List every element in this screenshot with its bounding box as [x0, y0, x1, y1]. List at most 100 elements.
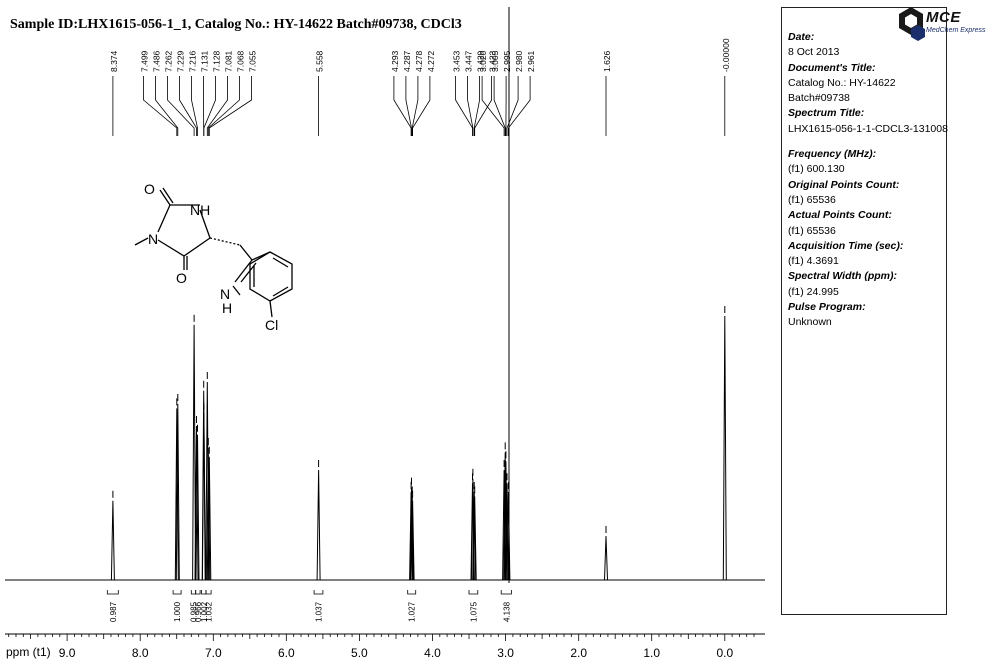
x-tick-label: 8.0 [132, 646, 149, 660]
peak-label-connector [474, 76, 492, 136]
integral-label: 1.027 [408, 601, 417, 622]
x-axis-label: ppm (t1) [6, 645, 51, 659]
pulse-program-value: Unknown [788, 316, 832, 329]
peak-label: 3.429 [476, 50, 486, 72]
peak-label: 2.995 [502, 50, 512, 72]
spectrum-title-value: LHX1615-056-1-1-CDCL3-131008 [788, 122, 948, 135]
peak-label-connector [473, 76, 480, 136]
atom-label-indole-n: N [220, 286, 230, 302]
x-tick-label: 6.0 [278, 646, 295, 660]
atom-label-o: O [144, 181, 155, 197]
bond [199, 209, 211, 239]
bond [239, 244, 253, 261]
peak-label: -0.00000 [721, 38, 731, 72]
bond [157, 239, 185, 257]
peak-label: 7.068 [236, 50, 246, 72]
peak [472, 496, 477, 581]
peak-label: 4.287 [402, 50, 412, 72]
peak-label: 3.020 [478, 50, 488, 72]
molecule-structure [134, 187, 293, 318]
integral-bracket [201, 590, 207, 595]
peak-label: 5.558 [315, 50, 325, 72]
integral-bracket [172, 590, 182, 595]
acquisition-time-value: (f1) 4.3691 [788, 255, 839, 268]
peak-label-layer: 8.374 7.499 7.486 7.262 7.229 7.216 7.131 7.128… [109, 38, 731, 136]
spectral-width-label: Spectral Width (ppm): [788, 270, 897, 283]
integral-bracket [468, 590, 479, 595]
peak [722, 315, 727, 581]
integral-bracket [205, 590, 212, 595]
bond [134, 237, 149, 246]
acquisition-time-label: Acquisition Time (sec): [788, 239, 904, 252]
doc-title-value: Batch#09738 [788, 92, 850, 105]
bond [272, 257, 289, 268]
date-value: 8 Oct 2013 [788, 46, 840, 59]
actual-points-value: (f1) 65536 [788, 224, 836, 237]
peak-label-connector [155, 76, 179, 136]
integral-label: 1.000 [173, 601, 182, 622]
spectrum-svg: 8.374 7.499 7.486 7.262 7.229 7.216 7.131 7.128… [5, 7, 765, 660]
peak [409, 487, 414, 581]
peak [194, 425, 199, 581]
integral-bracket [407, 590, 417, 595]
peak-label: 7.131 [200, 50, 210, 72]
peak [207, 456, 212, 581]
bond [234, 259, 253, 283]
peak-label: 7.216 [188, 50, 198, 72]
mce-hexagon-icon [899, 7, 925, 41]
pulse-program-label: Pulse Program: [788, 301, 866, 314]
peak-label: 7.499 [140, 50, 150, 72]
peak-label-connector [191, 76, 198, 136]
x-tick-label: 5.0 [351, 646, 368, 660]
peak-label: 1.626 [602, 50, 612, 72]
x-axis-ticks: 9.0 8.0 7.0 6.0 5.0 4.0 3.0 2.0 1.0 0.0 [8, 634, 755, 660]
frequency-value: (f1) 600.130 [788, 163, 845, 176]
peak-label-connector [208, 76, 252, 136]
peak-label-connector [206, 76, 228, 136]
doc-title-label: Document's Title: [788, 61, 876, 74]
peak-label-connector [467, 76, 474, 136]
peak [316, 469, 321, 581]
peak-label: 7.229 [176, 50, 186, 72]
mce-tagline: MedChem Express [926, 27, 986, 34]
integral-bracket [106, 590, 119, 595]
peak-label-connector [393, 76, 412, 136]
bond [272, 286, 289, 297]
atom-label-nh: NH [190, 202, 210, 218]
molecule-labels: O NH N O N H Cl [144, 181, 278, 333]
integral-label: 0.985 [190, 601, 199, 622]
mce-brand: MCE [926, 9, 961, 26]
integral-label: 0.987 [109, 601, 118, 622]
nmr-spectrum-chart: 8.374 7.499 7.486 7.262 7.229 7.216 7.131 7.128… [5, 7, 765, 660]
peak [206, 447, 211, 581]
peak [201, 412, 206, 581]
peak [505, 483, 509, 581]
x-tick-label: 9.0 [59, 646, 76, 660]
chart-title: Sample ID:LHX1615-056-1_1, Catalog No.: … [10, 17, 462, 32]
peak [110, 500, 115, 581]
spectrum-title-label: Spectrum Title: [788, 107, 865, 120]
peak-label: 4.293 [390, 50, 400, 72]
peak-label: 7.128 [212, 50, 222, 72]
actual-points-label: Actual Points Count: [788, 209, 892, 222]
peak [410, 500, 415, 581]
peak-label: 2.980 [514, 50, 524, 72]
integral-label: 4.138 [502, 601, 511, 622]
peak-label: 7.081 [224, 50, 234, 72]
x-tick-label: 3.0 [497, 646, 514, 660]
bond [269, 300, 273, 318]
atom-label-o: O [176, 270, 187, 286]
info-panel: Date: 8 Oct 2013 Document's Title: Catal… [781, 7, 948, 615]
integral-label: 1.075 [469, 601, 478, 622]
atom-label-n: N [148, 231, 158, 247]
bond [232, 285, 241, 296]
peak-label-connector [179, 76, 197, 136]
integral-bracket [313, 590, 324, 595]
bond [209, 237, 241, 246]
x-tick-label: 7.0 [205, 646, 222, 660]
integral-bracket [500, 590, 512, 595]
peak-label-connector [167, 76, 195, 136]
bond [159, 189, 171, 206]
benzene-ring [249, 251, 293, 302]
